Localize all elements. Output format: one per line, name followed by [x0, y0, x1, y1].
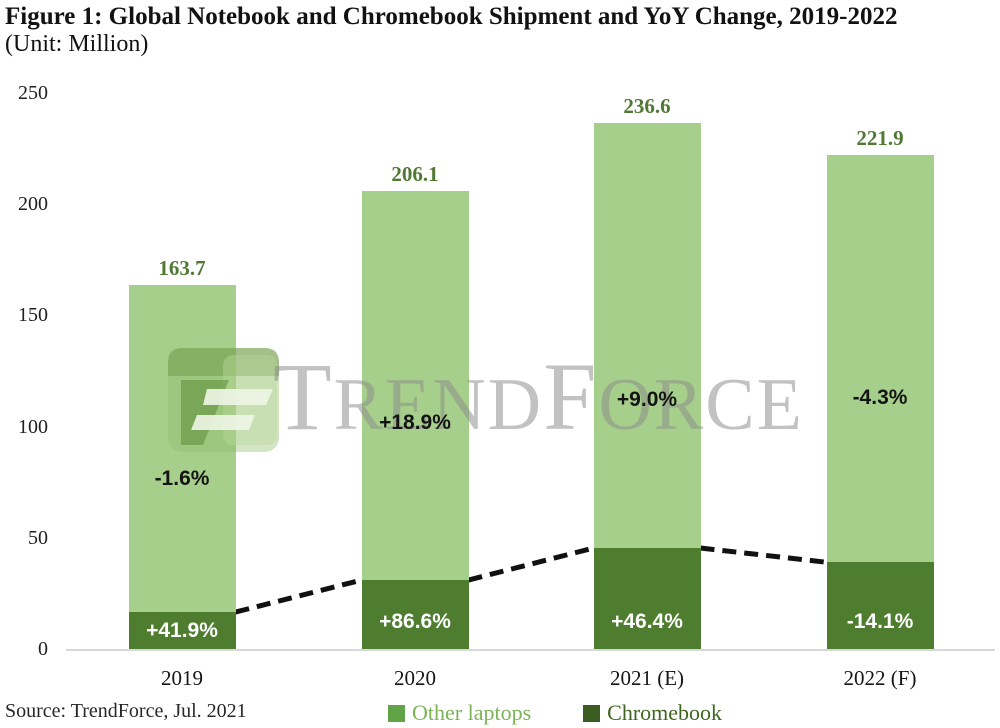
- y-tick-200: 200: [18, 193, 48, 216]
- total-label-2022-f: 221.9: [856, 126, 904, 151]
- bar-2021-e-chromebook: [593, 548, 701, 649]
- yoy-label-other-laptops-2020: +18.9%: [379, 410, 451, 434]
- trend-segment-0: [234, 577, 363, 615]
- bar-2022-f-chromebook: [826, 562, 934, 649]
- yoy-label-chromebook-2022-f: -14.1%: [846, 610, 914, 633]
- yoy-label-other-laptops-2019: -1.6%: [154, 466, 210, 490]
- total-label-2019: 163.7: [158, 255, 206, 280]
- bar-2020-chromebook: [361, 580, 469, 649]
- y-tick-100: 100: [18, 415, 48, 438]
- yoy-label-chromebook-2021-e: +46.4%: [611, 610, 683, 633]
- legend-label-other-laptops: Other laptops: [412, 700, 532, 725]
- bar-2019-chromebook: [128, 612, 236, 649]
- trend-segment-2: [700, 545, 827, 565]
- bar-2020-other-laptops: [361, 190, 469, 581]
- bar-2019-other-laptops: [128, 284, 236, 613]
- figure-unit-subtitle: (Unit: Million): [5, 31, 149, 57]
- trend-segment-1: [467, 545, 595, 583]
- bar-2022-f-other-laptops: [826, 155, 934, 563]
- y-tick-50: 50: [28, 526, 48, 549]
- yoy-label-chromebook-2020: +86.6%: [379, 610, 451, 633]
- legend-swatch-chromebook: [583, 704, 601, 722]
- y-tick-0: 0: [38, 638, 48, 660]
- x-axis-label-2021-e: 2021 (E): [609, 666, 685, 690]
- legend-swatch-other-laptops: [388, 704, 405, 722]
- x-axis-line: [66, 649, 995, 651]
- figure-title: Figure 1: Global Notebook and Chromebook…: [5, 3, 898, 30]
- total-label-2021-e: 236.6: [623, 93, 671, 118]
- yoy-label-other-laptops-2022-f: -4.3%: [852, 386, 908, 410]
- legend: Other laptops Chromebook: [388, 701, 774, 725]
- y-tick-250: 250: [18, 82, 48, 104]
- x-axis-label-2022-f: 2022 (F): [843, 666, 917, 690]
- y-tick-150: 150: [18, 304, 48, 327]
- legend-item-other-laptops: Other laptops: [388, 701, 531, 725]
- yoy-label-chromebook-2019: +41.9%: [146, 618, 218, 642]
- source-note: Source: TrendForce, Jul. 2021: [5, 700, 247, 722]
- x-axis-label-2019: 2019: [161, 666, 203, 690]
- bar-2021-e-other-laptops: [593, 122, 701, 549]
- x-axis-label-2020: 2020: [394, 666, 436, 690]
- legend-label-chromebook: Chromebook: [607, 700, 723, 725]
- yoy-label-other-laptops-2021-e: +9.0%: [616, 387, 678, 411]
- total-label-2020: 206.1: [391, 161, 439, 186]
- legend-item-chromebook: Chromebook: [583, 701, 722, 725]
